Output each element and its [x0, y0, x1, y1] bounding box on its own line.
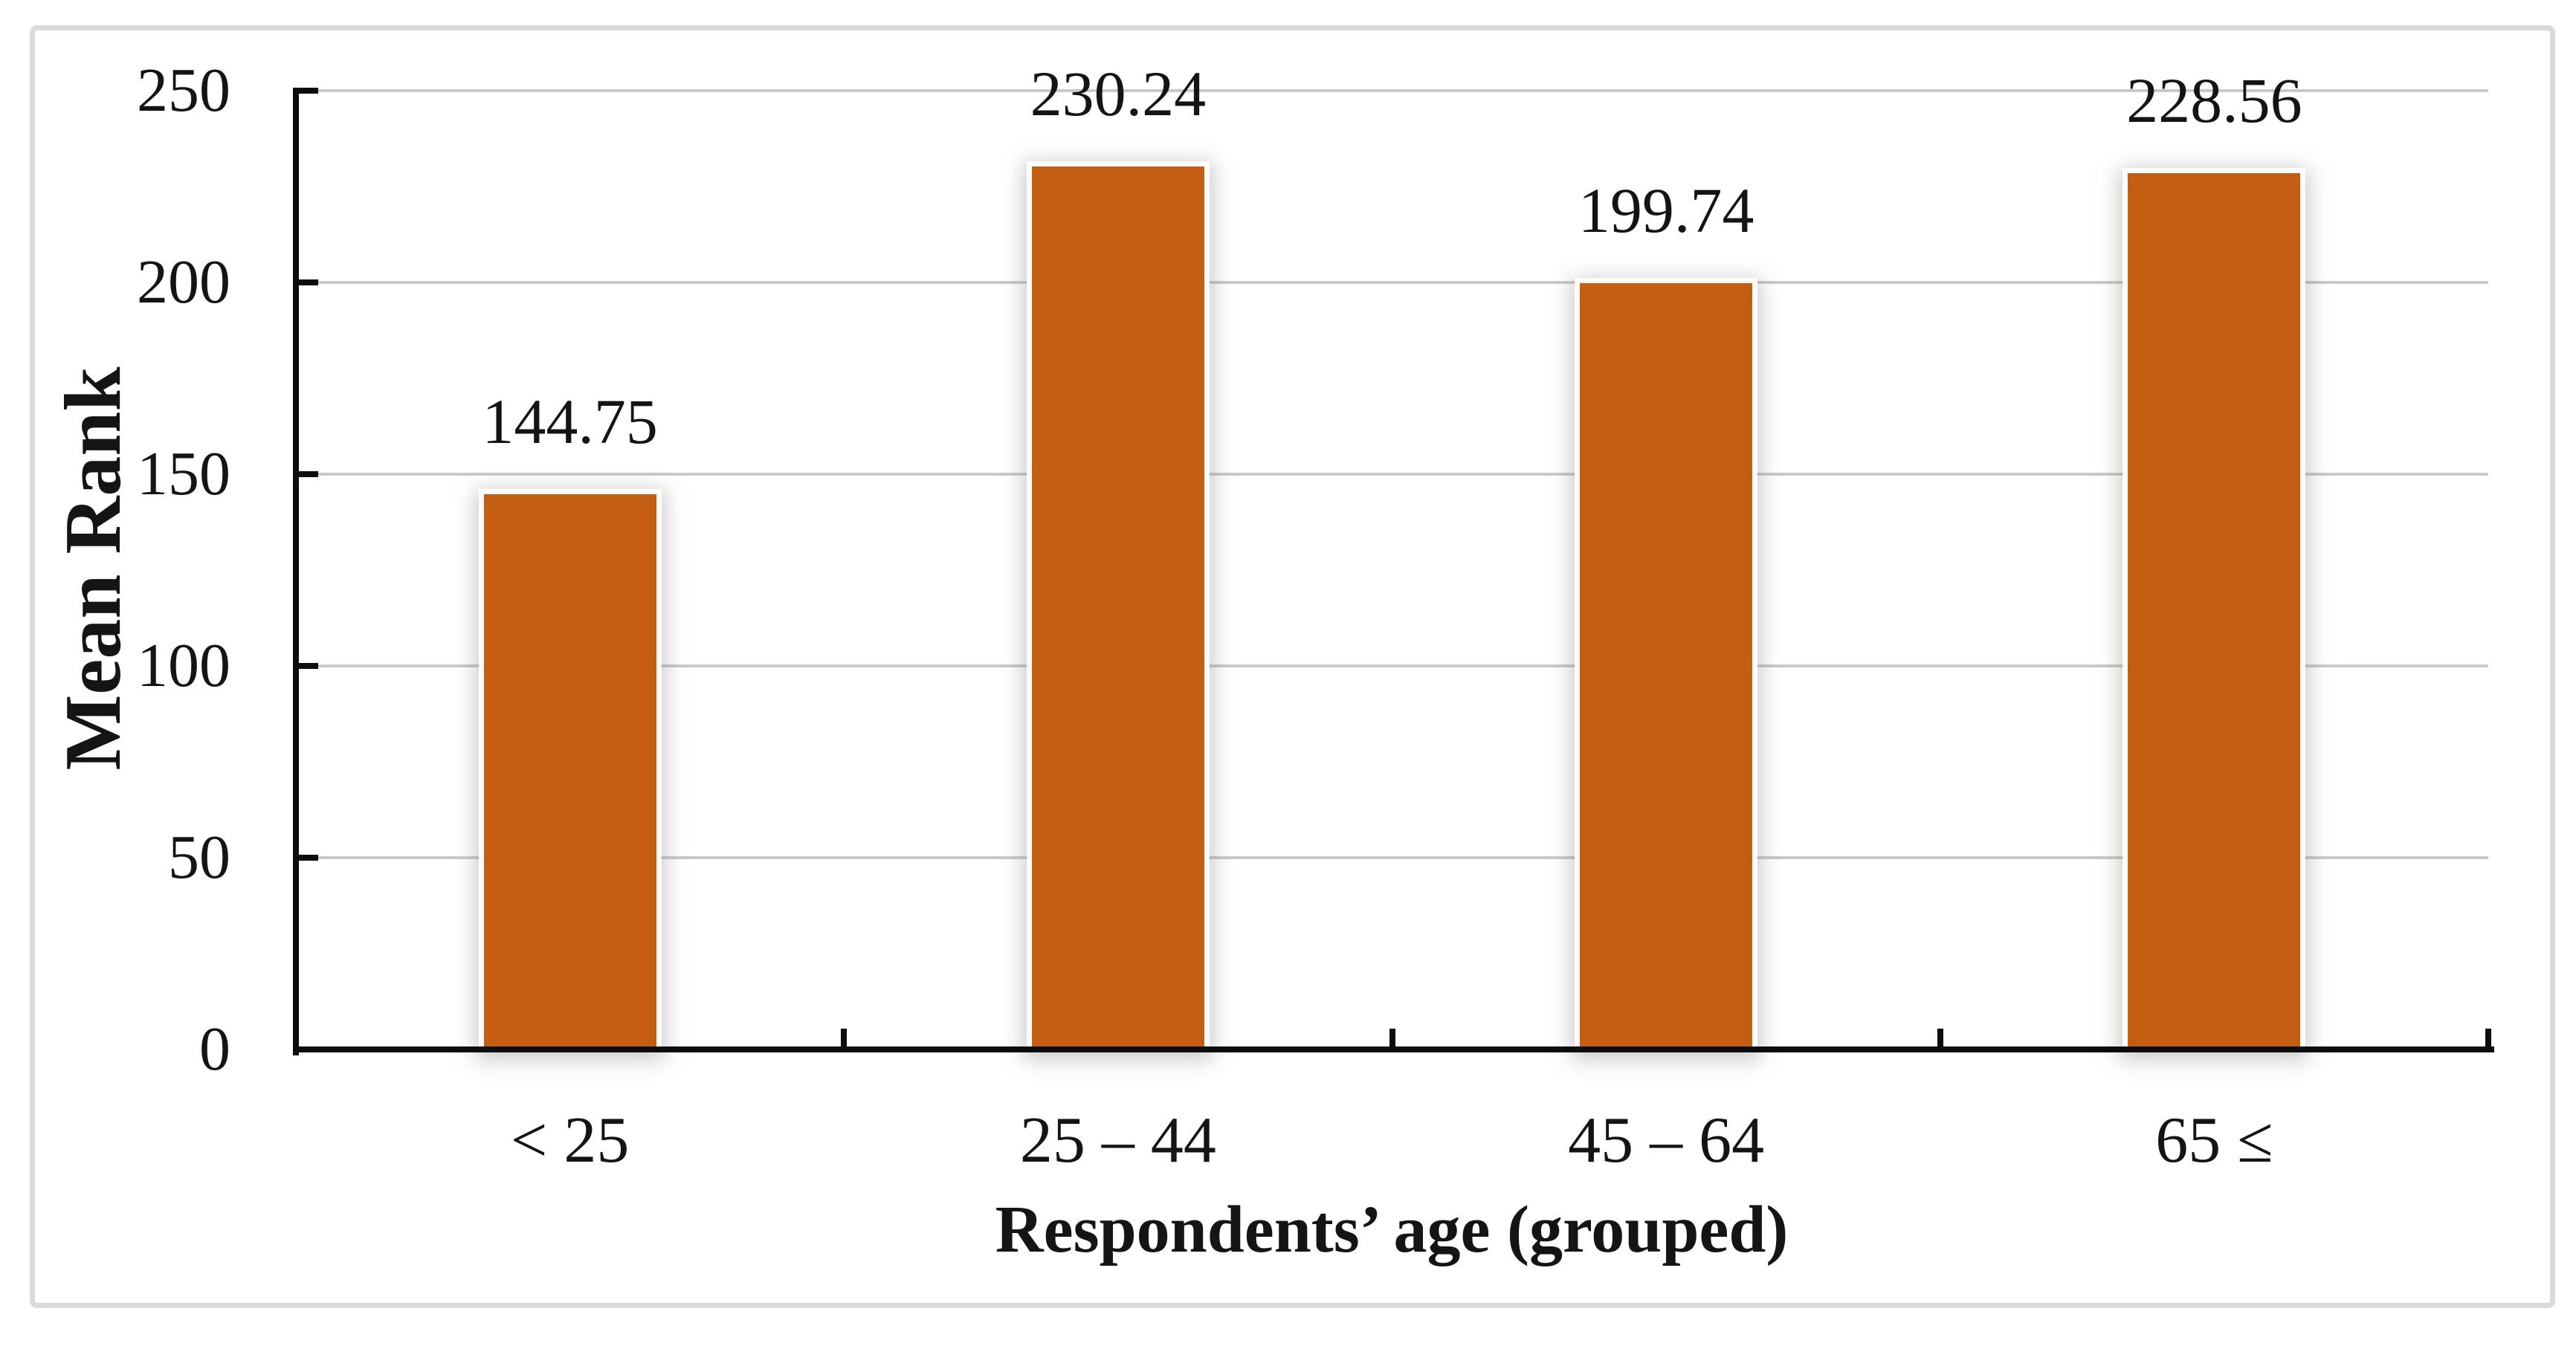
bar-65 ≤ [2128, 172, 2301, 1046]
y-tick-label-250: 250 [137, 56, 230, 125]
gridline-y-200 [296, 281, 2488, 284]
x-category-label-2: 25 – 44 [1019, 1104, 1216, 1177]
x-tick-boundary-2 [1389, 1029, 1395, 1049]
gridline-y-100 [296, 664, 2488, 667]
y-tick-200 [296, 279, 318, 285]
x-axis-title: Respondents’ age (grouped) [995, 1193, 1789, 1266]
bar-45 – 64 [1580, 283, 1753, 1046]
y-tick-label-200: 200 [137, 247, 230, 317]
y-tick-label-100: 100 [137, 631, 230, 700]
x-category-label-1: < 25 [510, 1104, 630, 1177]
y-tick-label-50: 50 [168, 823, 230, 892]
y-axis-line [293, 88, 299, 1055]
y-axis-title: Mean Rank [49, 366, 138, 771]
x-tick-boundary-3 [1937, 1029, 1943, 1049]
y-tick-label-0: 0 [199, 1015, 230, 1084]
y-tick-50 [296, 855, 318, 861]
bar-< 25 [483, 494, 656, 1046]
x-tick-boundary-4 [2485, 1029, 2491, 1049]
data-label-228.56: 228.56 [2126, 64, 2302, 136]
bar-25 – 44 [1031, 166, 1204, 1046]
gridline-y-50 [296, 856, 2488, 859]
y-tick-150 [296, 471, 318, 477]
x-tick-boundary-1 [841, 1029, 848, 1049]
data-label-230.24: 230.24 [1030, 57, 1207, 129]
x-axis-line [293, 1046, 2494, 1052]
gridline-y-250 [296, 89, 2488, 92]
y-tick-250 [296, 88, 318, 94]
y-tick-100 [296, 663, 318, 669]
x-category-label-4: 65 ≤ [2155, 1104, 2273, 1177]
data-label-199.74: 199.74 [1578, 175, 1755, 247]
gridline-y-150 [296, 473, 2488, 476]
data-label-144.75: 144.75 [482, 386, 658, 458]
x-category-label-3: 45 – 64 [1568, 1104, 1765, 1177]
y-tick-label-150: 150 [137, 439, 230, 508]
